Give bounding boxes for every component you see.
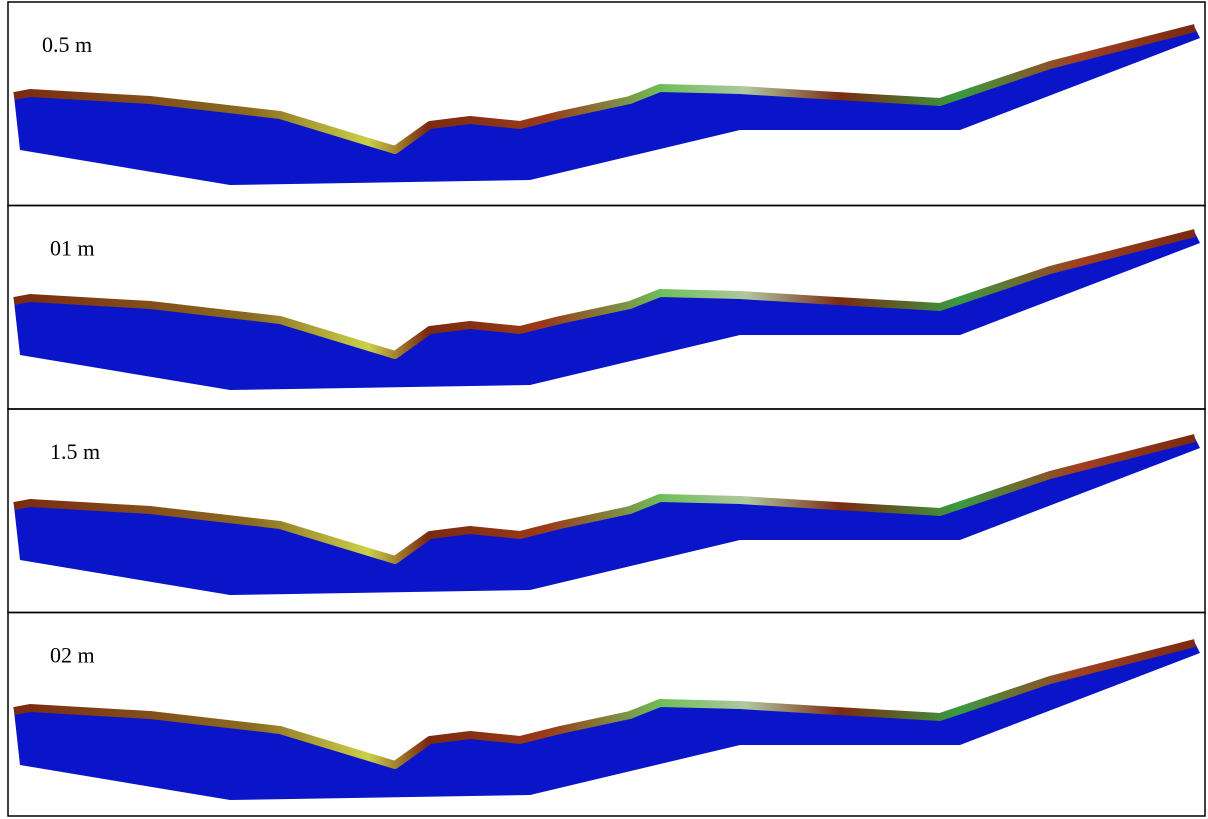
profile-image [14,28,1200,185]
profile-image [14,643,1200,800]
figure: 0.5 m 01 m 1.5 m 02 m [0,0,1208,819]
panel-label: 01 m [50,236,95,261]
panel-label: 0.5 m [42,32,92,57]
panel-label: 1.5 m [50,439,100,464]
profile-image [14,233,1200,390]
profile-image [14,438,1200,595]
panel-label: 02 m [50,643,95,668]
page: 0.5 m01 m1.5 m02 m (() => { const data =… [0,0,1208,819]
